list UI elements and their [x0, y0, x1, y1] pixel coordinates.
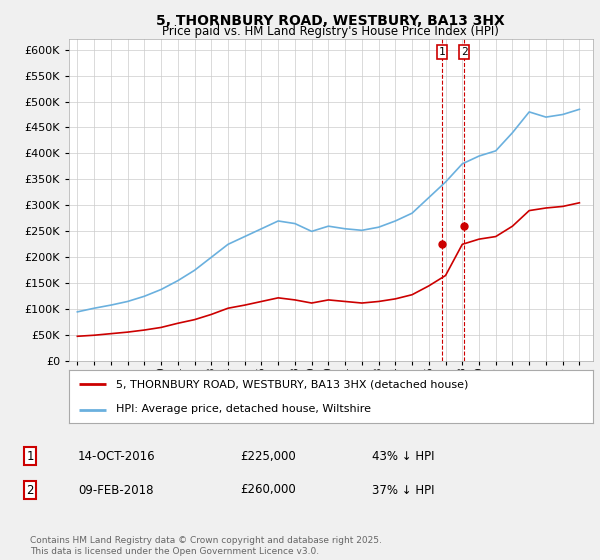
Text: 2: 2	[26, 483, 34, 497]
Text: 5, THORNBURY ROAD, WESTBURY, BA13 3HX (detached house): 5, THORNBURY ROAD, WESTBURY, BA13 3HX (d…	[116, 380, 469, 390]
Text: 37% ↓ HPI: 37% ↓ HPI	[372, 483, 434, 497]
Text: £225,000: £225,000	[240, 450, 296, 463]
Text: £260,000: £260,000	[240, 483, 296, 497]
Text: 14-OCT-2016: 14-OCT-2016	[78, 450, 155, 463]
Text: 5, THORNBURY ROAD, WESTBURY, BA13 3HX: 5, THORNBURY ROAD, WESTBURY, BA13 3HX	[155, 14, 505, 28]
Text: Contains HM Land Registry data © Crown copyright and database right 2025.
This d: Contains HM Land Registry data © Crown c…	[30, 536, 382, 556]
Text: Price paid vs. HM Land Registry's House Price Index (HPI): Price paid vs. HM Land Registry's House …	[161, 25, 499, 38]
Text: HPI: Average price, detached house, Wiltshire: HPI: Average price, detached house, Wilt…	[116, 404, 371, 414]
Text: 1: 1	[439, 47, 445, 57]
Text: 2: 2	[461, 47, 467, 57]
Text: 43% ↓ HPI: 43% ↓ HPI	[372, 450, 434, 463]
Text: 1: 1	[26, 450, 34, 463]
Text: 09-FEB-2018: 09-FEB-2018	[78, 483, 154, 497]
